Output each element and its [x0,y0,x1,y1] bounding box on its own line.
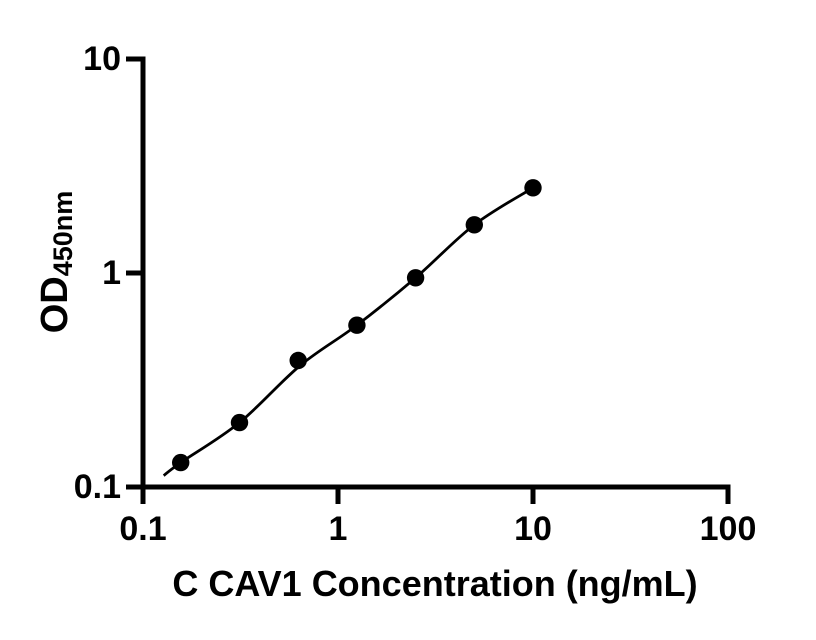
data-point [230,413,249,432]
x-axis-ticks: 0.1 1 10 100 [119,487,756,548]
y-axis-title-subscript: 450nm [48,191,78,277]
plot-axes [140,56,731,490]
y-axis-ticks: 0.1 1 10 [74,40,143,506]
x-tick-label: 0.1 [119,510,166,548]
x-tick-label: 1 [329,510,348,548]
data-point [406,269,425,287]
y-tick-label: 0.1 [74,468,121,506]
data-point [289,351,307,370]
y-tick-label: 1 [102,254,121,292]
axis-frame [140,56,731,490]
x-tick-label: 10 [514,510,552,548]
y-axis-title: OD450nm [34,191,78,334]
data-point [172,453,190,472]
y-axis-title-main: OD [34,276,76,333]
x-axis-title: C CAV1 Concentration (ng/mL) [172,563,697,604]
data-point [524,179,542,197]
x-tick-label: 100 [700,510,757,548]
y-tick-label: 10 [83,40,121,78]
data-point [348,316,366,334]
data-point [465,216,483,234]
data-points [172,179,542,472]
